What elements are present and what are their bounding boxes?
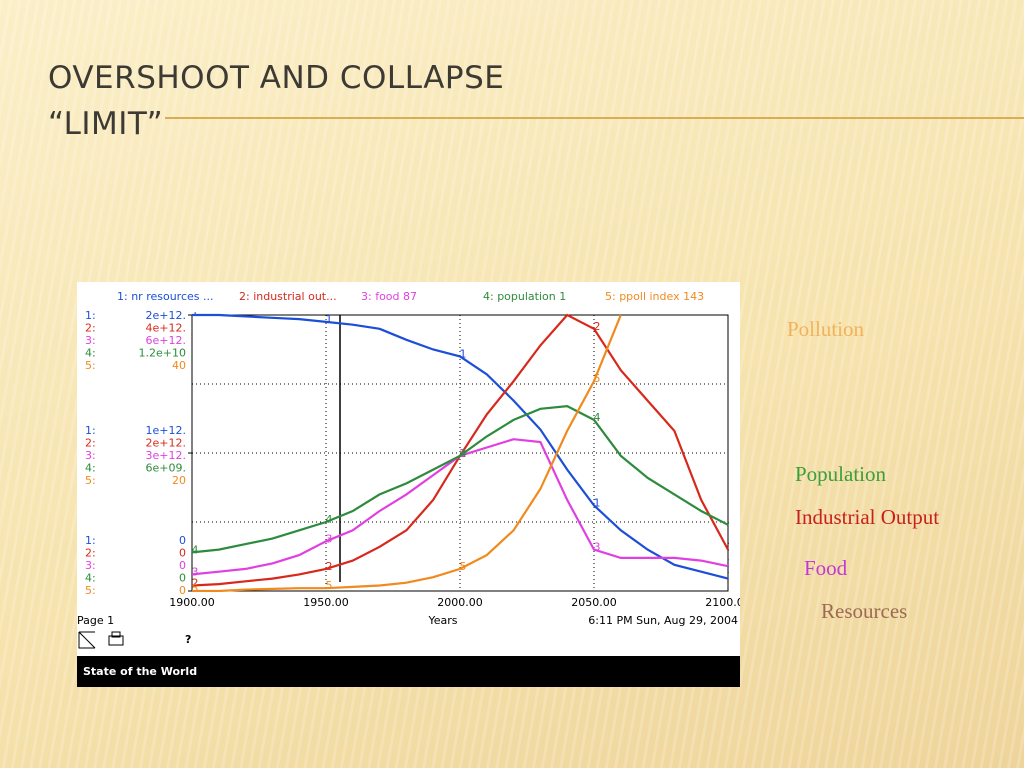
series-marker: 1	[326, 313, 333, 326]
y-tick-label: 6e+12.	[146, 334, 186, 347]
y-tick-label: 0	[179, 584, 186, 597]
y-axis-key: 4:	[85, 572, 96, 585]
y-tick-label: 4e+12.	[146, 322, 186, 335]
x-axis-label: Years	[427, 614, 457, 627]
y-tick-label: 6e+09.	[146, 462, 186, 475]
title-rule	[165, 117, 1024, 119]
x-tick-label: 1950.00	[303, 596, 349, 609]
series-marker: 4	[728, 516, 735, 529]
page-label: Page 1	[77, 614, 114, 627]
side-label: Resources	[821, 599, 908, 623]
y-tick-label: 2e+12.	[146, 437, 186, 450]
y-tick-label: 0	[179, 547, 186, 560]
series-marker: 5	[192, 582, 199, 595]
series-marker: 5	[594, 372, 601, 385]
series-marker: 3	[594, 541, 601, 554]
series-marker: 5	[460, 560, 467, 573]
legend-entry: 2: industrial out...	[239, 290, 337, 303]
slide-title: “LIMIT”	[48, 106, 164, 142]
chart: Page 1 ? State of the World Years 6:11 P…	[77, 282, 740, 687]
y-axis-key: 5:	[85, 474, 96, 487]
series-marker: 3	[728, 557, 735, 570]
y-axis-key: 5:	[85, 584, 96, 597]
side-label: Population	[795, 462, 887, 486]
y-tick-label: 1e+12.	[146, 424, 186, 437]
series-marker: 4	[326, 513, 333, 526]
y-tick-label: 20	[172, 474, 186, 487]
x-tick-label: 2050.00	[571, 596, 617, 609]
series-marker: 1	[192, 306, 199, 319]
legend-entry: 4: population 1	[483, 290, 566, 303]
y-tick-label: 40	[172, 359, 186, 372]
y-axis-key: 1:	[85, 534, 96, 547]
timestamp: 6:11 PM Sun, Aug 29, 2004	[588, 614, 738, 627]
slide-title: OVERSHOOT AND COLLAPSE	[48, 60, 505, 96]
y-axis-key: 4:	[85, 347, 96, 360]
y-axis-key: 1:	[85, 424, 96, 437]
y-tick-label: 0	[179, 559, 186, 572]
y-axis-key: 3:	[85, 334, 96, 347]
series-marker: 4	[460, 447, 467, 460]
y-axis-key: 2:	[85, 437, 96, 450]
side-label: Industrial Output	[795, 505, 940, 529]
y-axis-key: 1:	[85, 309, 96, 322]
series-group: 5 5 5 5	[192, 314, 622, 595]
series-line	[192, 313, 729, 580]
page-icon	[78, 631, 96, 649]
side-label: Food	[804, 556, 848, 580]
y-axis-key: 5:	[85, 359, 96, 372]
y-tick-label: 0	[179, 534, 186, 547]
y-tick-label: 2e+12.	[146, 309, 186, 322]
y-axis-key: 3:	[85, 559, 96, 572]
series-marker: 3	[192, 565, 199, 578]
series-marker: 1	[594, 496, 601, 509]
series-marker: 2	[594, 320, 601, 333]
series-marker: 2	[326, 560, 333, 573]
series-marker: 3	[326, 532, 333, 545]
x-tick-label: 2000.00	[437, 596, 483, 609]
series-line	[192, 404, 729, 554]
series-marker: 2	[192, 576, 199, 589]
print-icon	[108, 635, 124, 646]
footer-title: State of the World	[83, 665, 197, 678]
series-marker: 5	[326, 579, 333, 592]
series-marker: 4	[192, 543, 199, 556]
y-tick-label: 3e+12.	[146, 449, 186, 462]
help-icon: ?	[185, 633, 191, 646]
y-axis-key: 2:	[85, 322, 96, 335]
print-icon	[111, 631, 121, 638]
y-axis-key: 3:	[85, 449, 96, 462]
series-line	[192, 314, 622, 592]
y-tick-label: 1.2e+10	[139, 347, 186, 360]
series-marker: 4	[594, 411, 601, 424]
legend-entry: 1: nr resources ...	[117, 290, 214, 303]
series-marker: 2	[728, 541, 735, 554]
y-axis-key: 4:	[85, 462, 96, 475]
x-tick-label: 1900.00	[169, 596, 215, 609]
y-tick-label: 0	[179, 572, 186, 585]
legend-entry: 5: ppoll index 143	[605, 290, 704, 303]
series-group: 1 1 1 1 1	[192, 306, 735, 583]
x-tick-label: 2100.00	[705, 596, 740, 609]
legend-entry: 3: food 87	[361, 290, 417, 303]
chart-background	[77, 282, 740, 687]
series-marker: 1	[728, 570, 735, 583]
side-label: Pollution	[787, 317, 865, 341]
series-group: 4 4 4 4 4	[192, 404, 735, 556]
y-axis-key: 2:	[85, 547, 96, 560]
footer-bar	[77, 656, 740, 687]
series-marker: 1	[460, 347, 467, 360]
